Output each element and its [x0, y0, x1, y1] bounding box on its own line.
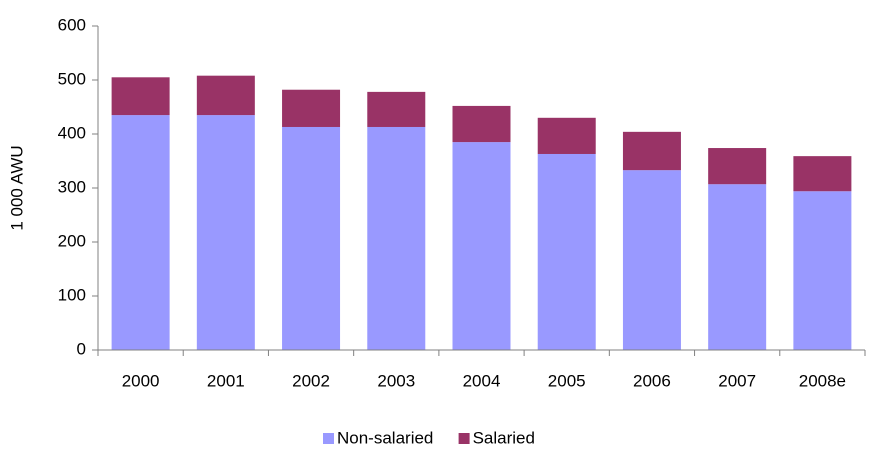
x-tick-label: 2001	[207, 371, 245, 390]
x-tick-label: 2008e	[799, 371, 846, 390]
x-tick-label: 2002	[292, 371, 330, 390]
legend-label: Salaried	[473, 428, 535, 447]
bar-segment	[282, 126, 341, 350]
bar-segment	[793, 156, 852, 192]
bar-segment	[452, 142, 511, 350]
bar-segment	[367, 126, 426, 350]
y-axis-title: 1 000 AWU	[7, 145, 26, 230]
x-tick-label: 2006	[633, 371, 671, 390]
y-tick-label: 100	[58, 285, 86, 304]
bar-segment	[111, 115, 170, 350]
y-tick-label: 200	[58, 231, 86, 250]
bar-segment	[367, 91, 426, 127]
y-tick-label: 500	[58, 69, 86, 88]
bar-segment	[622, 131, 681, 171]
bar-segment	[282, 89, 341, 127]
bar-segment	[708, 148, 767, 185]
y-tick-label: 0	[77, 339, 86, 358]
x-tick-label: 2005	[548, 371, 586, 390]
legend-swatch	[323, 433, 334, 444]
bar-segment	[452, 105, 511, 143]
x-tick-label: 2007	[718, 371, 756, 390]
bar-segment	[708, 184, 767, 350]
x-tick-label: 2003	[377, 371, 415, 390]
bar-segment	[196, 75, 255, 116]
bar-segment	[793, 191, 852, 350]
y-tick-label: 600	[58, 15, 86, 34]
bar-segment	[196, 115, 255, 350]
y-tick-label: 300	[58, 177, 86, 196]
legend-swatch	[458, 433, 470, 444]
bar-segment	[537, 153, 596, 350]
y-tick-label: 400	[58, 123, 86, 142]
bar-segment	[537, 117, 596, 154]
x-tick-label: 2000	[122, 371, 160, 390]
bar-segment	[111, 77, 170, 116]
x-tick-label: 2004	[463, 371, 501, 390]
legend-label: Non-salaried	[337, 428, 433, 447]
bar-segment	[622, 170, 681, 350]
